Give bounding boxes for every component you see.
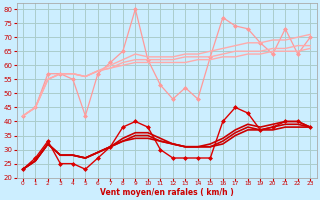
X-axis label: Vent moyen/en rafales ( km/h ): Vent moyen/en rafales ( km/h ) [100,188,234,197]
